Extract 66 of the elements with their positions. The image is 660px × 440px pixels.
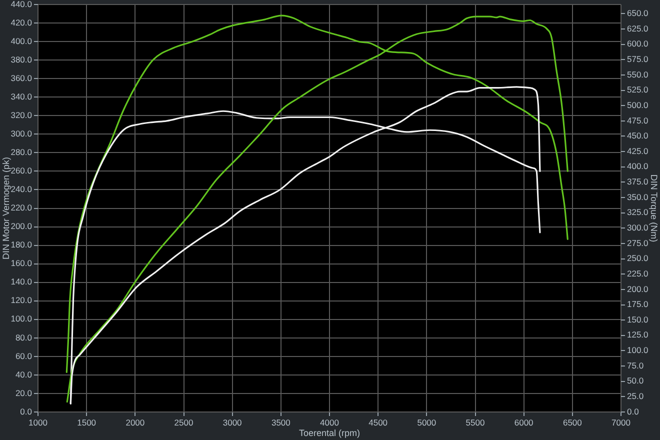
y-tick-label: 140.0 bbox=[10, 276, 32, 287]
y2-tick-label: 325.0 bbox=[627, 207, 649, 218]
y-tick-label: 240.0 bbox=[10, 184, 32, 194]
y-tick-label: 100.0 bbox=[10, 314, 32, 324]
x-tick-label: 4000 bbox=[320, 417, 340, 428]
y2-tick-label: 125.0 bbox=[627, 330, 649, 340]
y2-tick-label: 175.0 bbox=[627, 299, 649, 310]
y2-tick-label: 0.0 bbox=[627, 406, 640, 416]
y2-tick-label: 100.0 bbox=[627, 345, 649, 356]
x-tick-label: 4500 bbox=[368, 417, 388, 428]
y-tick-label: 340.0 bbox=[10, 91, 32, 102]
x-tick-label: 1000 bbox=[28, 417, 48, 428]
x-tick-label: 6500 bbox=[562, 417, 582, 428]
x-tick-label: 3000 bbox=[222, 417, 242, 428]
y-tick-label: 40.0 bbox=[15, 369, 32, 380]
y2-tick-label: 450.0 bbox=[627, 130, 649, 141]
y-tick-label: 120.0 bbox=[10, 295, 32, 306]
y-tick-label: 260.0 bbox=[10, 166, 32, 176]
x-tick-label: 6000 bbox=[514, 417, 534, 428]
y-tick-label: 0.0 bbox=[20, 406, 32, 416]
y2-tick-label: 25.0 bbox=[627, 391, 644, 402]
y2-tick-label: 625.0 bbox=[627, 23, 649, 34]
y2-tick-label: 650.0 bbox=[627, 8, 649, 18]
x-tick-label: 5500 bbox=[466, 417, 485, 428]
x-tick-label: 2500 bbox=[174, 417, 194, 428]
y-tick-label: 440.0 bbox=[10, 0, 32, 9]
y2-tick-label: 525.0 bbox=[627, 84, 649, 95]
y-axis-title: DIN Motor Vermogen (pk) bbox=[0, 156, 11, 260]
y-tick-label: 320.0 bbox=[10, 110, 32, 120]
y-tick-label: 400.0 bbox=[10, 36, 32, 46]
y2-tick-label: 300.0 bbox=[627, 222, 649, 233]
y2-tick-label: 150.0 bbox=[627, 314, 649, 324]
y2-tick-label: 575.0 bbox=[627, 54, 649, 64]
y2-tick-label: 250.0 bbox=[627, 253, 649, 264]
y2-axis-title: DIN Torque (Nm) bbox=[649, 174, 660, 242]
y2-tick-label: 75.0 bbox=[627, 360, 644, 370]
y2-tick-label: 50.0 bbox=[627, 376, 644, 386]
y2-tick-label: 425.0 bbox=[627, 146, 649, 156]
y2-tick-label: 225.0 bbox=[627, 268, 649, 278]
y-tick-label: 360.0 bbox=[10, 72, 32, 83]
y-tick-label: 80.0 bbox=[15, 332, 32, 342]
y-tick-label: 200.0 bbox=[10, 221, 32, 232]
x-tick-label: 7000 bbox=[612, 417, 631, 428]
y2-tick-label: 275.0 bbox=[627, 238, 649, 248]
y2-tick-label: 375.0 bbox=[627, 176, 649, 187]
y2-tick-label: 350.0 bbox=[627, 192, 649, 202]
y2-tick-label: 200.0 bbox=[627, 284, 649, 294]
y-tick-label: 20.0 bbox=[15, 388, 32, 398]
x-tick-label: 2000 bbox=[126, 417, 145, 428]
x-tick-label: 5000 bbox=[417, 417, 436, 428]
y-tick-label: 220.0 bbox=[10, 202, 32, 213]
y2-tick-label: 550.0 bbox=[627, 69, 649, 80]
x-axis-title: Toerental (rpm) bbox=[298, 428, 360, 438]
y-tick-label: 180.0 bbox=[10, 240, 32, 250]
y-tick-label: 60.0 bbox=[15, 350, 32, 361]
y-tick-label: 280.0 bbox=[10, 147, 32, 158]
y-tick-label: 420.0 bbox=[10, 17, 32, 28]
y2-tick-label: 500.0 bbox=[627, 100, 649, 110]
y2-tick-label: 400.0 bbox=[627, 161, 649, 172]
y2-tick-label: 600.0 bbox=[627, 38, 649, 49]
x-tick-label: 1500 bbox=[77, 417, 96, 428]
y-tick-label: 380.0 bbox=[10, 54, 32, 64]
x-tick-label: 3500 bbox=[271, 417, 291, 428]
y2-tick-label: 475.0 bbox=[627, 115, 649, 126]
y-tick-label: 160.0 bbox=[10, 258, 32, 268]
y-tick-label: 300.0 bbox=[10, 128, 32, 139]
